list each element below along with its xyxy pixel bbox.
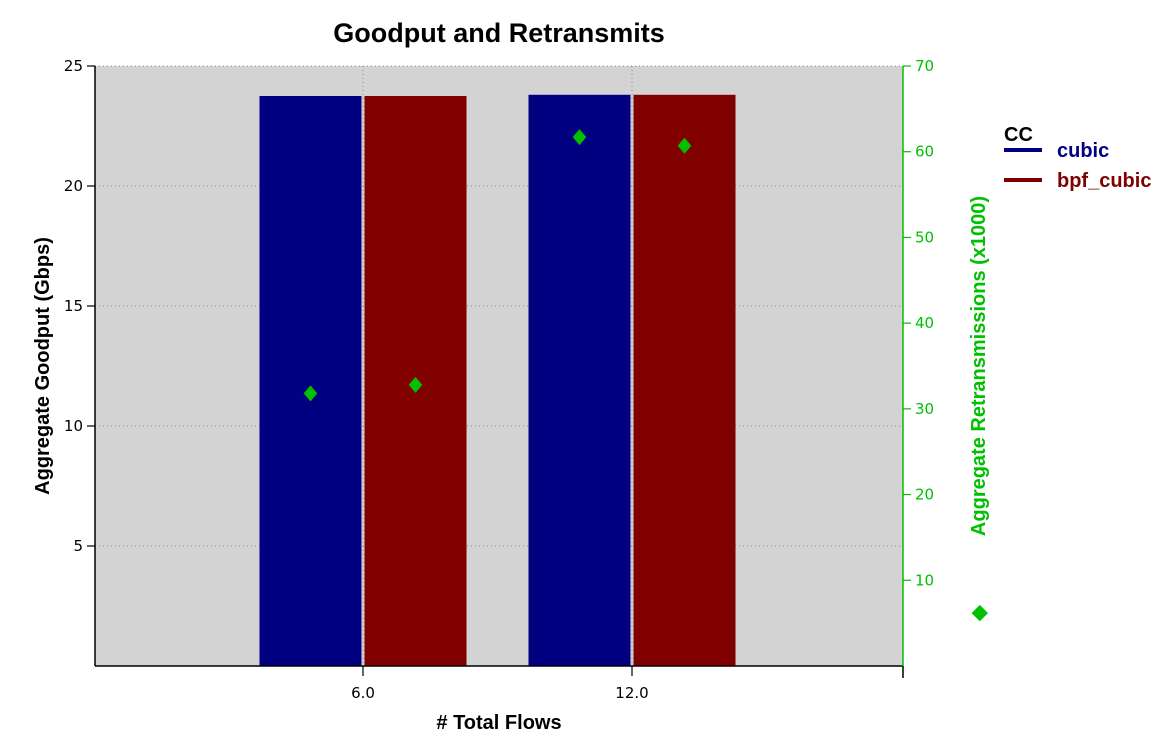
y2-axis-label-marker: ◆ xyxy=(968,605,990,622)
y2-tick-label: 30 xyxy=(915,400,934,418)
x-axis-label: # Total Flows xyxy=(436,712,561,734)
y2-tick-label: 10 xyxy=(915,571,934,589)
y-axis-label: Aggregate Goodput (Gbps) xyxy=(32,237,54,495)
bar-cubic-12.0 xyxy=(528,94,631,667)
bars-group xyxy=(259,94,736,667)
retransmit-markers xyxy=(303,129,692,402)
retransmit-marker-cubic-6.0 xyxy=(303,385,318,402)
x-tick-label: 6.0 xyxy=(351,684,375,702)
y2-tick-label: 70 xyxy=(915,57,934,75)
y-tick-label: 15 xyxy=(64,297,83,315)
legend: CC cubic bpf_cubic xyxy=(1004,124,1151,192)
y2-tick-label: 20 xyxy=(915,486,934,504)
retransmit-marker-bpf_cubic-6.0 xyxy=(408,376,423,393)
grid-lines xyxy=(95,65,903,666)
y-tick-label: 10 xyxy=(64,417,83,435)
chart-title: Goodput and Retransmits xyxy=(333,18,665,48)
legend-label-cubic: cubic xyxy=(1057,140,1109,162)
y2-tick-label: 40 xyxy=(915,314,934,332)
retransmit-marker-bpf_cubic-12.0 xyxy=(677,137,692,154)
bar-bpf_cubic-12.0 xyxy=(633,94,736,667)
axes-group xyxy=(94,66,904,678)
bar-cubic-6.0 xyxy=(259,96,362,666)
retransmit-marker-cubic-12.0 xyxy=(572,129,587,146)
y-tick-label: 5 xyxy=(73,537,83,555)
y2-tick-label: 60 xyxy=(915,143,934,161)
x-tick-label: 12.0 xyxy=(615,684,648,702)
plot-area xyxy=(95,66,903,666)
legend-label-bpf_cubic: bpf_cubic xyxy=(1057,170,1151,192)
legend-title: CC xyxy=(1004,124,1033,146)
y-tick-label: 25 xyxy=(64,57,83,75)
ticks-group: 5 10 15 20 25 10 20 30 40 50 60 70 6.0 12.0 xyxy=(64,57,934,702)
y-tick-label: 20 xyxy=(64,177,83,195)
y2-axis-label: Aggregate Retransmissions (x1000) xyxy=(968,196,990,536)
y2-tick-label: 50 xyxy=(915,228,934,246)
